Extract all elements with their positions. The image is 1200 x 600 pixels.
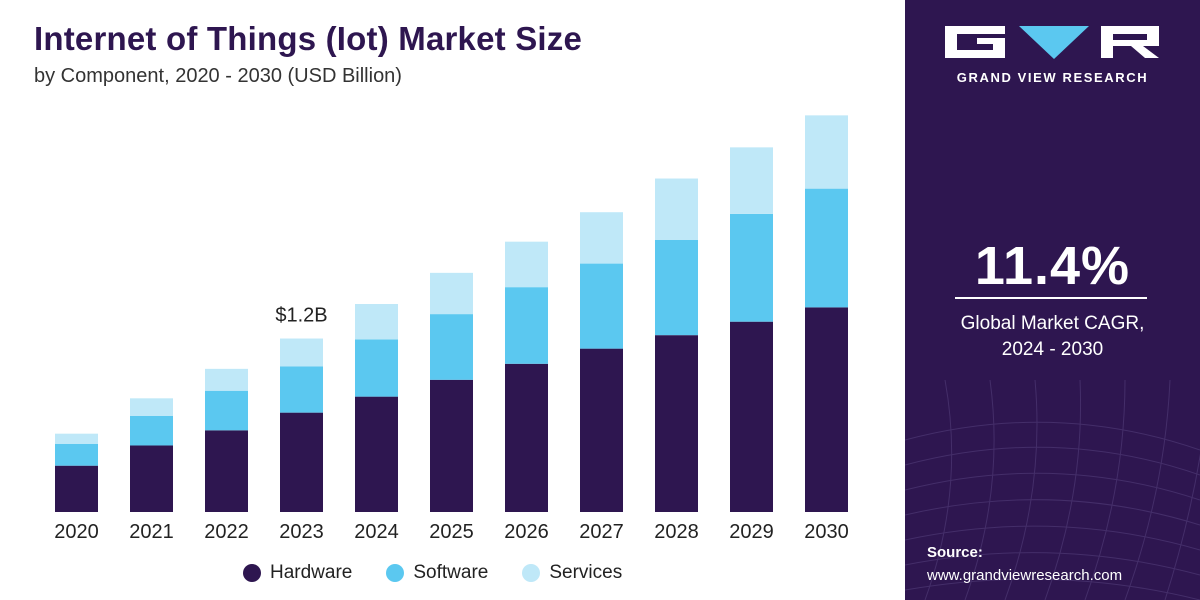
bar-services-2025	[430, 272, 473, 315]
bar-services-2026	[505, 241, 548, 288]
grand-view-research-logo	[945, 26, 1159, 59]
bar-software-2024	[355, 339, 398, 397]
x-tick-label-2020: 2020	[54, 521, 99, 543]
cagr-divider	[955, 297, 1147, 299]
bar-hardware-2025	[430, 379, 473, 512]
legend-item-hardware: Hardware	[243, 562, 352, 584]
x-tick-label-2023: 2023	[279, 521, 324, 543]
bar-hardware-2027	[580, 348, 623, 512]
x-tick-label-2024: 2024	[354, 521, 399, 543]
legend-item-software: Software	[386, 562, 488, 584]
x-tick-label-2022: 2022	[204, 521, 249, 543]
chart-title: Internet of Things (Iot) Market Size	[34, 20, 583, 57]
legend-swatch-hardware	[243, 564, 261, 582]
bar-software-2025	[430, 314, 473, 380]
sidebar-panel: GRAND VIEW RESEARCH 11.4% Global Market …	[905, 0, 1200, 600]
stacked-bar-chart: 2020 2021 2022 2023 $1.2B 2024 2025 2026 2027 202…	[54, 115, 849, 543]
bar-software-2023	[280, 366, 323, 413]
x-tick-label-2030: 2030	[804, 521, 849, 543]
x-tick-label-2025: 2025	[429, 521, 474, 543]
bar-software-2020	[55, 443, 98, 466]
chart-subtitle: by Component, 2020 - 2030 (USD Billion)	[34, 65, 402, 87]
x-tick-label-2027: 2027	[579, 521, 624, 543]
bar-software-2027	[580, 263, 623, 349]
data-label-2023: $1.2B	[275, 305, 327, 327]
source-label: Source:	[927, 544, 983, 561]
legend-label-services: Services	[549, 562, 623, 583]
bar-services-2020	[55, 433, 98, 444]
brand-name: GRAND VIEW RESEARCH	[956, 70, 1149, 85]
legend-swatch-services	[522, 564, 541, 582]
source-url: www.grandviewresearch.com	[927, 567, 1123, 584]
bar-services-2023	[280, 338, 323, 367]
x-tick-label-2026: 2026	[504, 521, 549, 543]
bar-services-2030	[805, 115, 848, 189]
bar-services-2021	[130, 398, 173, 416]
grid-pattern-decoration	[905, 380, 1200, 600]
bar-hardware-2030	[805, 307, 848, 512]
bar-hardware-2020	[55, 465, 98, 512]
bar-software-2022	[205, 390, 248, 431]
legend-label-software: Software	[413, 562, 489, 583]
bar-hardware-2024	[355, 396, 398, 512]
cagr-label-line-2: 2024 - 2030	[1001, 339, 1104, 360]
x-tick-label-2028: 2028	[654, 521, 699, 543]
legend-label-hardware: Hardware	[270, 562, 353, 583]
bar-hardware-2029	[730, 321, 773, 512]
bar-software-2030	[805, 188, 848, 308]
x-tick-label-2029: 2029	[729, 521, 774, 543]
cagr-value: 11.4%	[974, 236, 1131, 296]
x-tick-label-2021: 2021	[129, 521, 174, 543]
bar-services-2024	[355, 304, 398, 340]
bar-services-2027	[580, 212, 623, 264]
legend-item-services: Services	[522, 562, 622, 584]
cagr-label-line-1: Global Market CAGR,	[960, 313, 1145, 334]
bar-hardware-2028	[655, 335, 698, 512]
bar-hardware-2026	[505, 363, 548, 512]
bar-software-2029	[730, 213, 773, 322]
bar-software-2028	[655, 240, 698, 336]
bar-services-2029	[730, 147, 773, 214]
bar-hardware-2021	[130, 445, 173, 512]
bar-software-2021	[130, 416, 173, 446]
bar-services-2022	[205, 368, 248, 391]
bar-software-2026	[505, 287, 548, 364]
bar-services-2028	[655, 178, 698, 240]
chart-panel: Internet of Things (Iot) Market Size by …	[34, 20, 849, 584]
bar-hardware-2022	[205, 430, 248, 512]
legend-swatch-software	[386, 564, 405, 582]
bar-hardware-2023	[280, 412, 323, 512]
chart-legend: Hardware Software Services	[243, 562, 622, 584]
cagr-label: Global Market CAGR, 2024 - 2030	[905, 311, 1200, 363]
